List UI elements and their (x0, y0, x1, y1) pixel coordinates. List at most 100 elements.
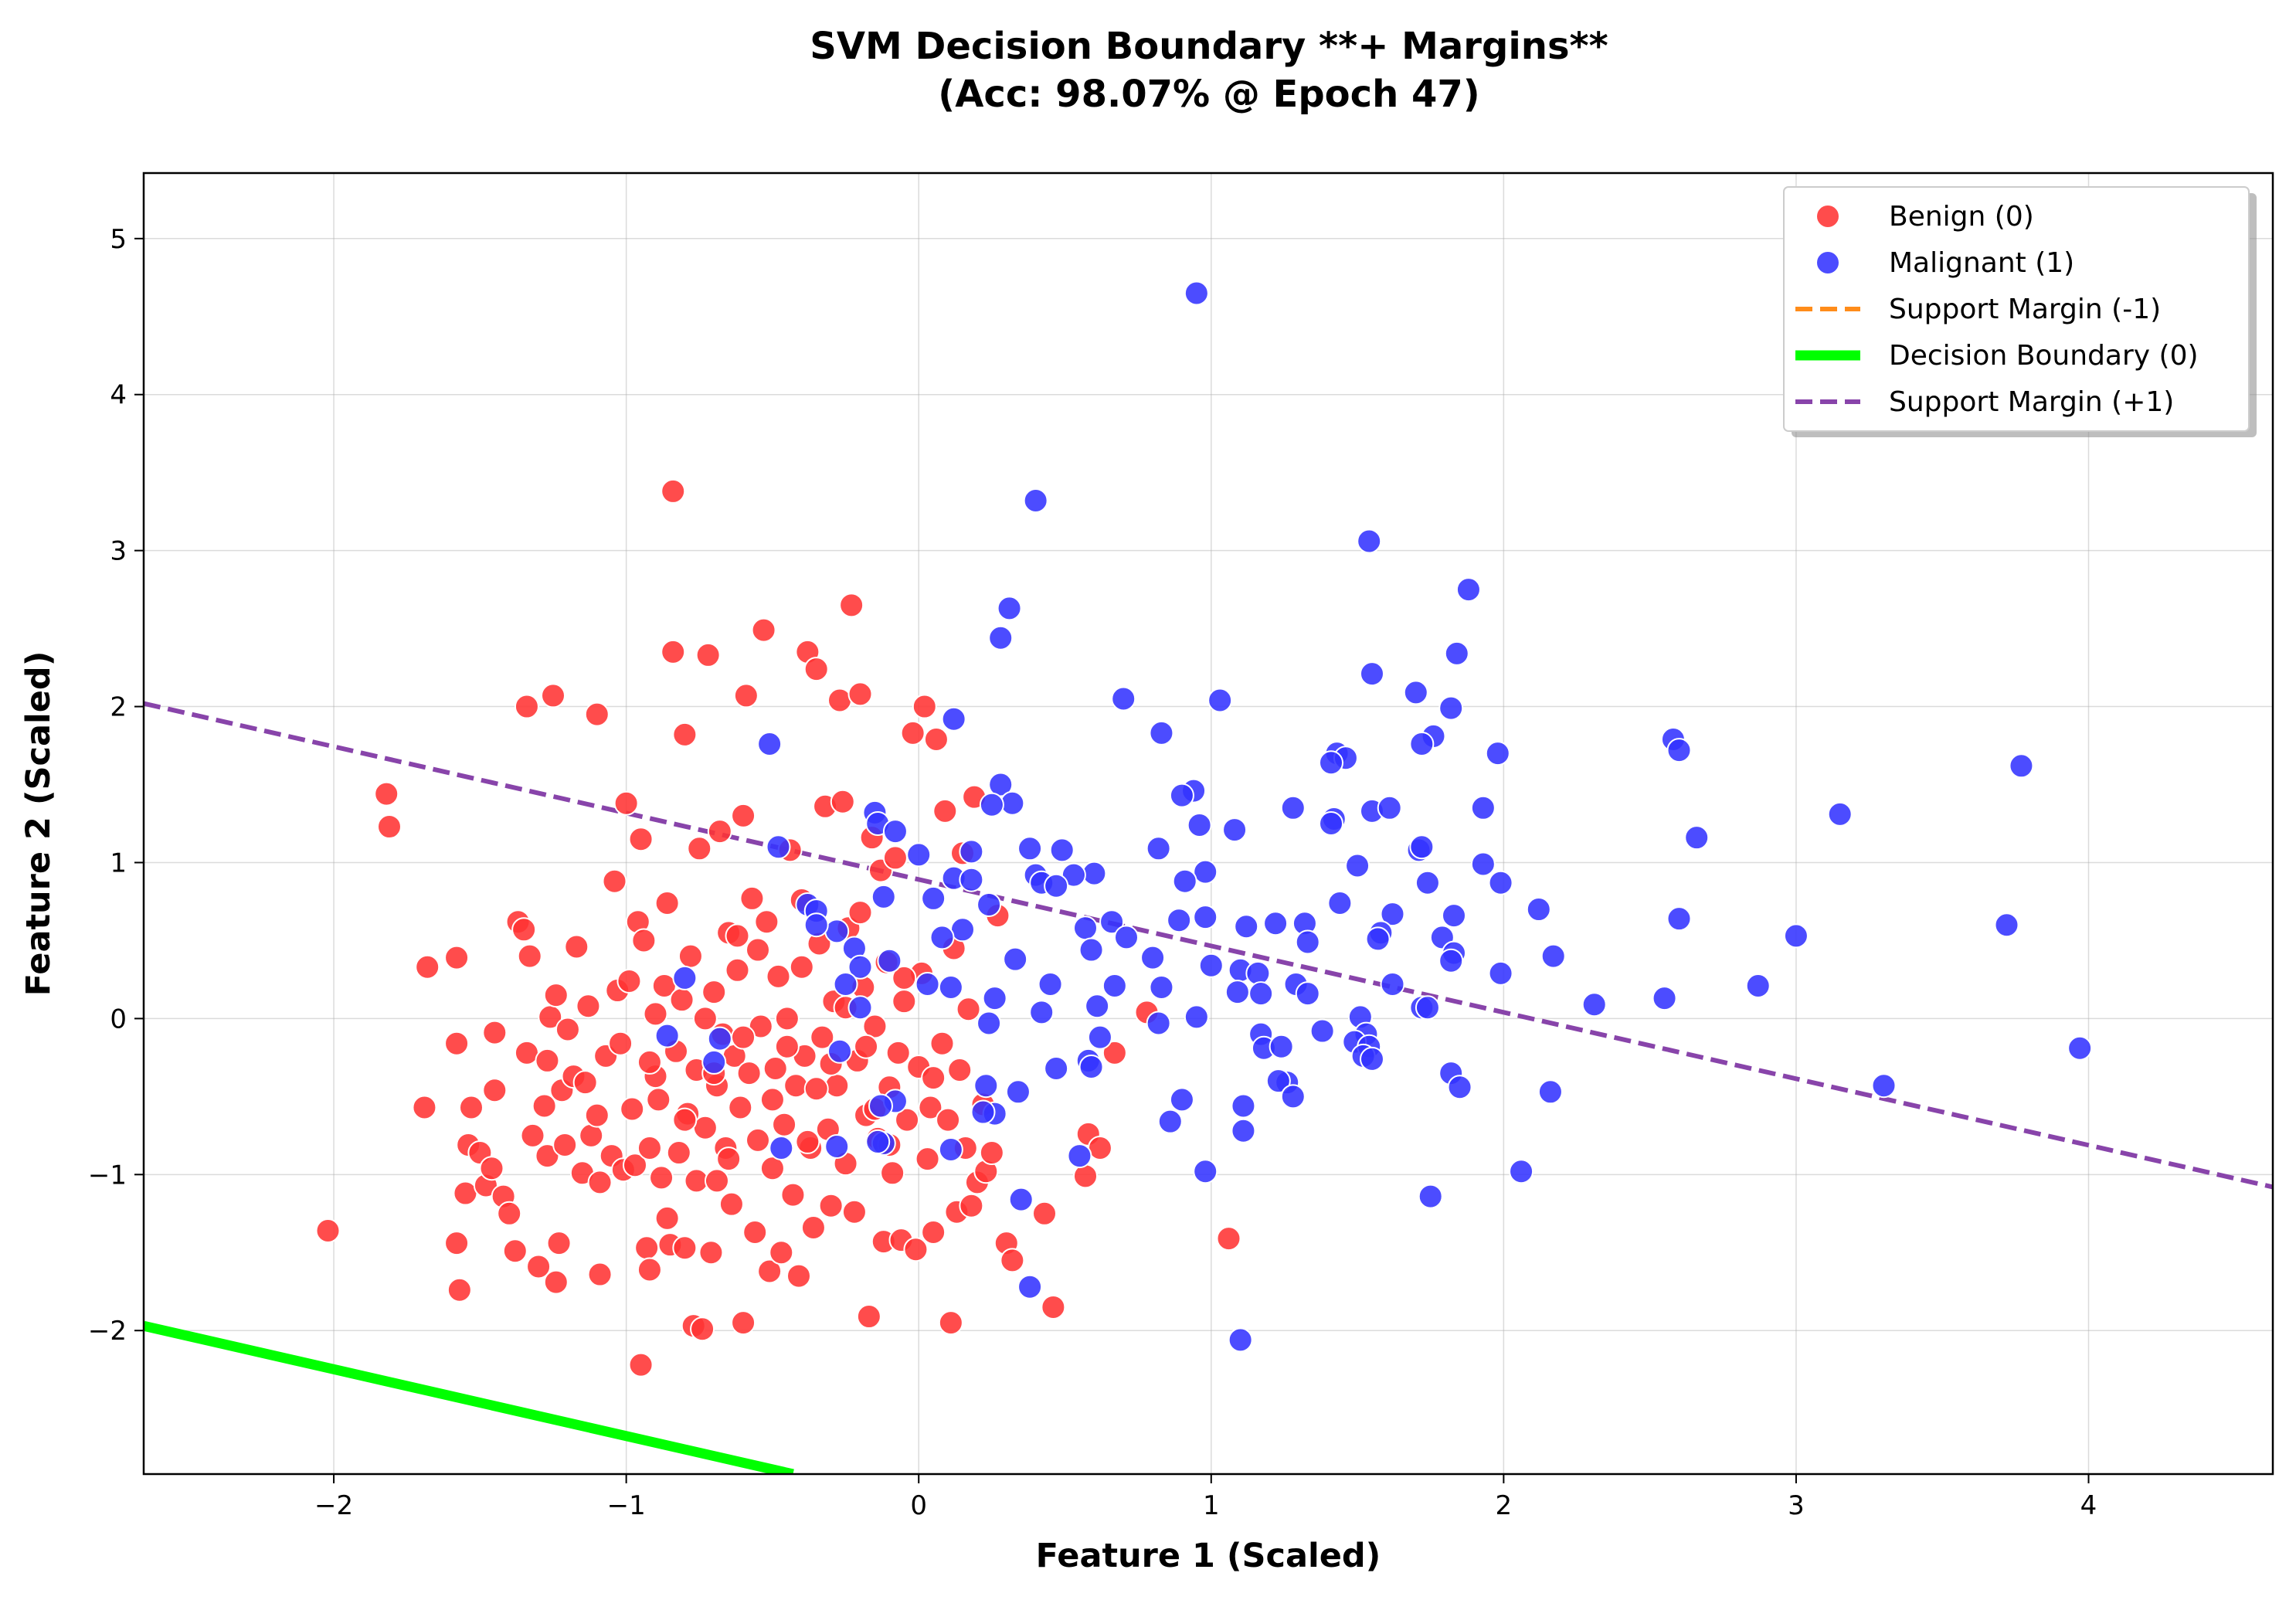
malignant-point (1295, 981, 1320, 1007)
malignant-point (882, 819, 908, 844)
benign-point (692, 1006, 718, 1031)
y-tick-label: 4 (110, 380, 127, 411)
benign-point (938, 1310, 963, 1336)
benign-point (453, 1180, 478, 1206)
benign-point (892, 965, 917, 990)
benign-point (374, 781, 399, 807)
malignant-point (1652, 986, 1677, 1011)
malignant-point (1231, 1093, 1256, 1119)
benign-point (541, 683, 566, 708)
malignant-point (1067, 1143, 1092, 1169)
x-axis-label: Feature 1 (Scaled) (1036, 1537, 1381, 1575)
benign-point (517, 943, 542, 969)
benign-point (678, 943, 703, 969)
benign-point (728, 1095, 753, 1120)
y-tick-label: −2 (88, 1316, 127, 1347)
benign-point (661, 639, 686, 664)
benign-point (847, 681, 873, 707)
malignant-point (1087, 1024, 1112, 1050)
benign-point (1000, 1248, 1025, 1273)
malignant-point (1745, 973, 1771, 998)
malignant-point (707, 1026, 732, 1051)
legend-label: Support Margin (-1) (1889, 294, 2161, 325)
malignant-point (1827, 801, 1853, 827)
x-tick-label: 1 (1203, 1490, 1220, 1521)
malignant-point (1269, 1034, 1294, 1059)
x-tick-label: 3 (1788, 1490, 1805, 1521)
benign-point (690, 1316, 715, 1342)
legend-marker (1815, 250, 1840, 275)
benign-point (613, 790, 639, 816)
benign-point (757, 1259, 783, 1284)
benign-point (444, 945, 470, 970)
malignant-point (1783, 923, 1809, 949)
malignant-point (1099, 909, 1125, 935)
malignant-point (1438, 695, 1464, 721)
legend-box (1783, 186, 2250, 432)
benign-point (707, 819, 732, 844)
malignant-point (1207, 688, 1233, 713)
benign-point (1102, 1040, 1127, 1065)
y-tick-label: 3 (110, 536, 127, 567)
malignant-point (1455, 577, 1481, 603)
malignant-point (941, 706, 966, 732)
benign-point (731, 1024, 756, 1050)
malignant-point (1666, 906, 1692, 932)
benign-point (885, 1040, 911, 1065)
benign-point (546, 1231, 572, 1256)
x-tick-label: 2 (1496, 1490, 1513, 1521)
malignant-point (1193, 905, 1218, 930)
benign-point (803, 1076, 829, 1102)
malignant-point (1357, 528, 1382, 554)
benign-point (1041, 1294, 1066, 1320)
malignant-point (1415, 995, 1440, 1021)
malignant-point (1684, 825, 1710, 851)
benign-point (602, 868, 627, 894)
benign-point (555, 1017, 580, 1042)
malignant-point (1231, 1118, 1256, 1143)
decision-boundary-line (144, 1320, 794, 1474)
benign-point (783, 1073, 809, 1099)
benign-point (912, 694, 937, 719)
benign-point (687, 836, 712, 861)
malignant-point (1581, 992, 1607, 1017)
benign-point (915, 1146, 940, 1172)
malignant-point (1360, 661, 1384, 687)
benign-point (882, 845, 908, 871)
y-tick-label: −1 (88, 1160, 127, 1191)
benign-point (415, 954, 440, 980)
benign-point (447, 1277, 472, 1303)
malignant-point (877, 948, 902, 973)
malignant-point (1488, 960, 1513, 986)
benign-point (532, 1093, 557, 1119)
malignant-point (1187, 813, 1212, 838)
malignant-point (1005, 1079, 1031, 1105)
benign-point (921, 1220, 946, 1245)
benign-point (520, 1123, 545, 1148)
benign-point (672, 722, 698, 747)
benign-point (789, 954, 814, 980)
malignant-point (1184, 1004, 1209, 1030)
malignant-point (1038, 971, 1063, 997)
benign-point (514, 694, 539, 719)
benign-point (746, 1127, 770, 1153)
malignant-point (1169, 783, 1194, 808)
x-tick-label: 0 (910, 1490, 927, 1521)
malignant-point (1265, 1068, 1291, 1094)
benign-point (900, 720, 926, 746)
malignant-point (1319, 750, 1343, 776)
malignant-point (1365, 926, 1391, 952)
benign-point (502, 1238, 528, 1264)
benign-point (535, 1143, 560, 1169)
malignant-point (701, 1049, 727, 1075)
malignant-point (1488, 870, 1513, 895)
malignant-point (915, 971, 940, 997)
benign-point (979, 1140, 1004, 1166)
malignant-point (1280, 795, 1306, 820)
malignant-point (1418, 1184, 1443, 1209)
malignant-point (1140, 945, 1166, 970)
legend-label: Decision Boundary (0) (1889, 340, 2199, 372)
malignant-point (1380, 971, 1405, 997)
malignant-point (1295, 929, 1320, 955)
malignant-point (1198, 953, 1224, 978)
